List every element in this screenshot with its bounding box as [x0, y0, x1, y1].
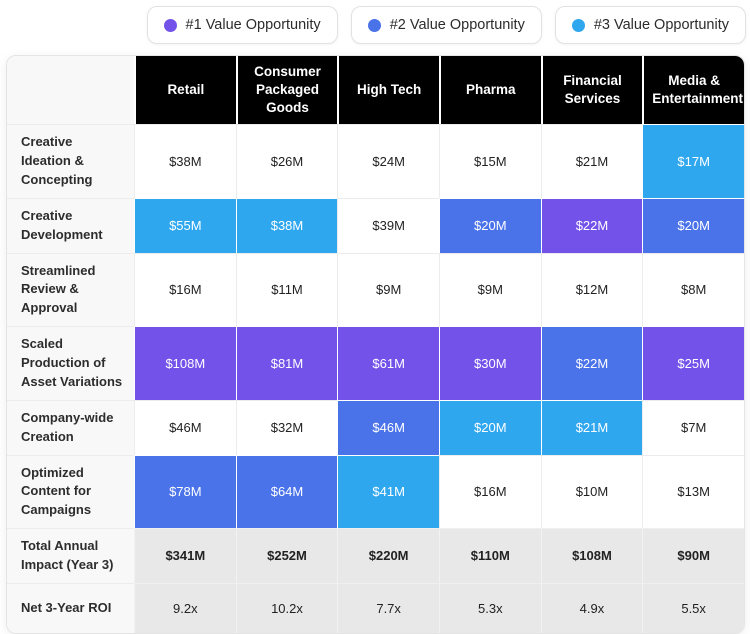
- value-cell: $61M: [337, 326, 439, 400]
- row-label: Company-wide Creation: [7, 399, 134, 455]
- row-label: Creative Development: [7, 197, 134, 253]
- table-row: Creative Development $55M $38M $39M $20M $22M…: [7, 197, 744, 253]
- value-cell: $26M: [235, 124, 338, 198]
- summary-row: Total Annual Impact (Year 3) $341M $252M $2…: [7, 528, 744, 583]
- value-cell: $20M: [438, 197, 541, 253]
- value-cell: $46M: [134, 399, 236, 455]
- row-label: Optimized Content for Campaigns: [7, 454, 134, 529]
- row-label: Streamlined Review & Approval: [7, 252, 134, 327]
- value-cell: $41M: [337, 454, 439, 529]
- value-cell: $20M: [642, 197, 744, 253]
- value-cell: $16M: [438, 454, 541, 529]
- legend-pill-tier3[interactable]: #3 Value Opportunity: [554, 6, 746, 44]
- legend: #1 Value Opportunity #2 Value Opportunit…: [0, 0, 750, 44]
- legend-label-tier1: #1 Value Opportunity: [185, 17, 321, 33]
- value-cell: $32M: [235, 399, 338, 455]
- column-header-high-tech: High Tech: [337, 56, 439, 124]
- table-row: Streamlined Review & Approval $16M $11M $9M…: [7, 252, 744, 327]
- value-cell: $22M: [540, 197, 643, 253]
- value-cell: $9M: [438, 252, 541, 327]
- corner-cell: [7, 56, 134, 124]
- value-opportunity-table-card: Retail Consumer Packaged Goods High Tech…: [6, 55, 745, 634]
- row-label: Total Annual Impact (Year 3): [7, 528, 134, 583]
- value-cell: $64M: [235, 454, 338, 529]
- value-cell: 7.7x: [337, 582, 439, 633]
- column-header-cpg: Consumer Packaged Goods: [235, 56, 338, 124]
- table-row: Scaled Production of Asset Variations $10…: [7, 326, 744, 400]
- row-label: Scaled Production of Asset Variations: [7, 326, 134, 400]
- tier3-dot-icon: [571, 18, 585, 32]
- value-cell: $24M: [337, 124, 439, 198]
- value-cell: $30M: [438, 326, 541, 400]
- value-cell: $46M: [337, 399, 439, 455]
- value-cell: 9.2x: [134, 582, 236, 633]
- column-header-pharma: Pharma: [438, 56, 541, 124]
- value-cell: $21M: [540, 124, 643, 198]
- column-header-media-entertainment: Media & Entertainment: [642, 56, 744, 124]
- value-cell: $39M: [337, 197, 439, 253]
- value-cell: 5.3x: [438, 582, 541, 633]
- table-row: Optimized Content for Campaigns $78M $64M $…: [7, 454, 744, 529]
- value-cell: $90M: [642, 528, 744, 583]
- value-cell: $17M: [642, 124, 744, 198]
- value-cell: $25M: [642, 326, 744, 400]
- value-cell: $108M: [540, 528, 643, 583]
- value-cell: $21M: [540, 399, 643, 455]
- tier2-dot-icon: [367, 18, 381, 32]
- legend-label-tier2: #2 Value Opportunity: [389, 17, 525, 33]
- legend-pill-tier1[interactable]: #1 Value Opportunity: [146, 6, 338, 44]
- value-cell: 10.2x: [235, 582, 338, 633]
- value-cell: $78M: [134, 454, 236, 529]
- table-row: Creative Ideation & Concepting $38M $26M $2…: [7, 124, 744, 198]
- value-cell: $13M: [642, 454, 744, 529]
- value-cell: $22M: [540, 326, 643, 400]
- value-cell: $108M: [134, 326, 236, 400]
- value-cell: $38M: [235, 197, 338, 253]
- row-label: Net 3-Year ROI: [7, 582, 134, 633]
- value-cell: $252M: [235, 528, 338, 583]
- value-cell: $11M: [235, 252, 338, 327]
- value-cell: $20M: [438, 399, 541, 455]
- value-cell: $7M: [642, 399, 744, 455]
- value-cell: 5.5x: [642, 582, 744, 633]
- column-header-retail: Retail: [134, 56, 236, 124]
- column-header-financial-services: Financial Services: [540, 56, 643, 124]
- value-cell: $110M: [438, 528, 541, 583]
- value-cell: $8M: [642, 252, 744, 327]
- value-cell: $10M: [540, 454, 643, 529]
- value-cell: $220M: [337, 528, 439, 583]
- header-row: Retail Consumer Packaged Goods High Tech…: [7, 56, 744, 124]
- value-cell: $12M: [540, 252, 643, 327]
- value-cell: $341M: [134, 528, 236, 583]
- legend-pill-tier2[interactable]: #2 Value Opportunity: [350, 6, 542, 44]
- row-label: Creative Ideation & Concepting: [7, 124, 134, 198]
- value-cell: $9M: [337, 252, 439, 327]
- tier1-dot-icon: [163, 18, 177, 32]
- value-cell: $55M: [134, 197, 236, 253]
- summary-row: Net 3-Year ROI 9.2x 10.2x 7.7x 5.3x 4.9x 5.5x: [7, 582, 744, 633]
- legend-label-tier3: #3 Value Opportunity: [593, 17, 729, 33]
- value-opportunity-table: Retail Consumer Packaged Goods High Tech…: [7, 56, 744, 633]
- value-cell: $16M: [134, 252, 236, 327]
- value-cell: 4.9x: [540, 582, 643, 633]
- value-cell: $81M: [235, 326, 338, 400]
- value-cell: $15M: [438, 124, 541, 198]
- value-table-body: Creative Ideation & Concepting $38M $26M $2…: [7, 124, 744, 633]
- value-cell: $38M: [134, 124, 236, 198]
- table-row: Company-wide Creation $46M $32M $46M $20M $21…: [7, 399, 744, 455]
